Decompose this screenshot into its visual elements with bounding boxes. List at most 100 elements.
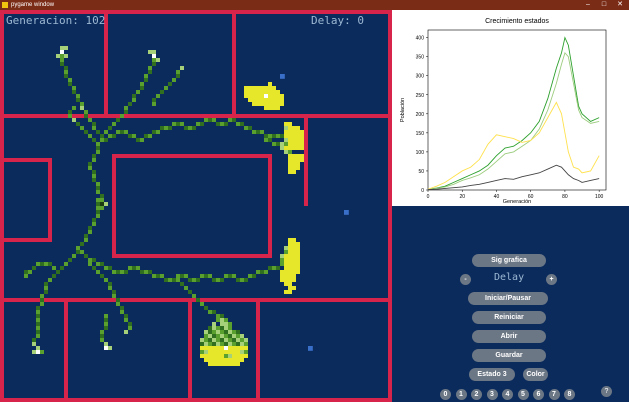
grid-cell[interactable] bbox=[188, 126, 192, 130]
grid-cell[interactable] bbox=[100, 338, 104, 342]
grid-cell[interactable] bbox=[144, 270, 148, 274]
grid-cell[interactable] bbox=[284, 250, 288, 254]
grid-cell[interactable] bbox=[44, 290, 48, 294]
grid-cell[interactable] bbox=[104, 130, 108, 134]
grid-cell[interactable] bbox=[212, 362, 216, 366]
grid-cell[interactable] bbox=[72, 86, 76, 90]
grid-cell[interactable] bbox=[64, 54, 68, 58]
grid-cell[interactable] bbox=[244, 354, 248, 358]
grid-cell[interactable] bbox=[100, 206, 104, 210]
grid-cell[interactable] bbox=[260, 270, 264, 274]
grid-cell[interactable] bbox=[280, 278, 284, 282]
grid-cell[interactable] bbox=[280, 94, 284, 98]
grid-cell[interactable] bbox=[36, 334, 40, 338]
grid-cell[interactable] bbox=[236, 342, 240, 346]
grid-cell[interactable] bbox=[60, 266, 64, 270]
grid-cell[interactable] bbox=[160, 126, 164, 130]
grid-cell[interactable] bbox=[116, 298, 120, 302]
grid-cell[interactable] bbox=[152, 130, 156, 134]
grid-cell[interactable] bbox=[220, 358, 224, 362]
grid-cell[interactable] bbox=[24, 274, 28, 278]
grid-cell[interactable] bbox=[108, 346, 112, 350]
grid-cell[interactable] bbox=[236, 330, 240, 334]
grid-cell[interactable] bbox=[176, 274, 180, 278]
grid-cell[interactable] bbox=[32, 266, 36, 270]
grid-cell[interactable] bbox=[268, 266, 272, 270]
grid-cell[interactable] bbox=[292, 262, 296, 266]
state-0-button[interactable]: 0 bbox=[440, 389, 451, 400]
grid-cell[interactable] bbox=[292, 158, 296, 162]
grid-cell[interactable] bbox=[224, 358, 228, 362]
grid-cell[interactable] bbox=[280, 102, 284, 106]
grid-cell[interactable] bbox=[156, 130, 160, 134]
grid-cell[interactable] bbox=[288, 158, 292, 162]
grid-cell[interactable] bbox=[92, 174, 96, 178]
grid-cell[interactable] bbox=[220, 362, 224, 366]
grid-cell[interactable] bbox=[216, 326, 220, 330]
grid-cell[interactable] bbox=[260, 98, 264, 102]
grid-cell[interactable] bbox=[244, 94, 248, 98]
grid-cell[interactable] bbox=[268, 82, 272, 86]
grid-cell[interactable] bbox=[256, 90, 260, 94]
grid-cell[interactable] bbox=[160, 90, 164, 94]
grid-cell[interactable] bbox=[92, 126, 96, 130]
grid-cell[interactable] bbox=[92, 222, 96, 226]
grid-cell[interactable] bbox=[64, 46, 68, 50]
grid-cell[interactable] bbox=[84, 238, 88, 242]
grid-cell[interactable] bbox=[56, 270, 60, 274]
grid-cell[interactable] bbox=[120, 114, 124, 118]
grid-cell[interactable] bbox=[288, 274, 292, 278]
grid-cell[interactable] bbox=[48, 262, 52, 266]
grid-cell[interactable] bbox=[288, 270, 292, 274]
grid-cell[interactable] bbox=[296, 126, 300, 130]
grid-cell[interactable] bbox=[240, 346, 244, 350]
grid-cell[interactable] bbox=[140, 138, 144, 142]
grid-cell[interactable] bbox=[284, 130, 288, 134]
grid-cell[interactable] bbox=[264, 106, 268, 110]
grid-cell[interactable] bbox=[60, 54, 64, 58]
grid-cell[interactable] bbox=[248, 274, 252, 278]
grid-cell[interactable] bbox=[40, 298, 44, 302]
grid-cell[interactable] bbox=[36, 330, 40, 334]
grid-cell[interactable] bbox=[84, 254, 88, 258]
grid-cell[interactable] bbox=[124, 110, 128, 114]
grid-cell[interactable] bbox=[216, 334, 220, 338]
grid-cell[interactable] bbox=[208, 362, 212, 366]
grid-cell[interactable] bbox=[248, 126, 252, 130]
grid-cell[interactable] bbox=[276, 142, 280, 146]
grid-cell[interactable] bbox=[104, 342, 108, 346]
grid-cell[interactable] bbox=[140, 86, 144, 90]
grid-cell[interactable] bbox=[76, 98, 80, 102]
grid-cell[interactable] bbox=[284, 150, 288, 154]
grid-cell[interactable] bbox=[252, 94, 256, 98]
grid-cell[interactable] bbox=[100, 134, 104, 138]
grid-cell[interactable] bbox=[296, 166, 300, 170]
grid-cell[interactable] bbox=[144, 74, 148, 78]
grid-cell[interactable] bbox=[232, 338, 236, 342]
grid-cell[interactable] bbox=[256, 130, 260, 134]
grid-cell[interactable] bbox=[240, 342, 244, 346]
grid-cell[interactable] bbox=[224, 362, 228, 366]
grid-cell[interactable] bbox=[68, 258, 72, 262]
grid-cell[interactable] bbox=[192, 294, 196, 298]
grid-cell[interactable] bbox=[220, 350, 224, 354]
grid-cell[interactable] bbox=[84, 130, 88, 134]
grid-cell[interactable] bbox=[252, 102, 256, 106]
grid-cell[interactable] bbox=[268, 106, 272, 110]
grid-cell[interactable] bbox=[288, 286, 292, 290]
grid-cell[interactable] bbox=[284, 282, 288, 286]
grid-cell[interactable] bbox=[292, 274, 296, 278]
grid-cell[interactable] bbox=[132, 98, 136, 102]
grid-cell[interactable] bbox=[284, 122, 288, 126]
grid-cell[interactable] bbox=[216, 342, 220, 346]
grid-cell[interactable] bbox=[280, 98, 284, 102]
grid-cell[interactable] bbox=[88, 118, 92, 122]
grid-cell[interactable] bbox=[192, 278, 196, 282]
grid-cell[interactable] bbox=[212, 330, 216, 334]
grid-cell[interactable] bbox=[268, 134, 272, 138]
grid-cell[interactable] bbox=[168, 82, 172, 86]
grid-cell[interactable] bbox=[244, 350, 248, 354]
grid-cell[interactable] bbox=[148, 270, 152, 274]
grid-cell[interactable] bbox=[188, 278, 192, 282]
grid-cell[interactable] bbox=[228, 334, 232, 338]
